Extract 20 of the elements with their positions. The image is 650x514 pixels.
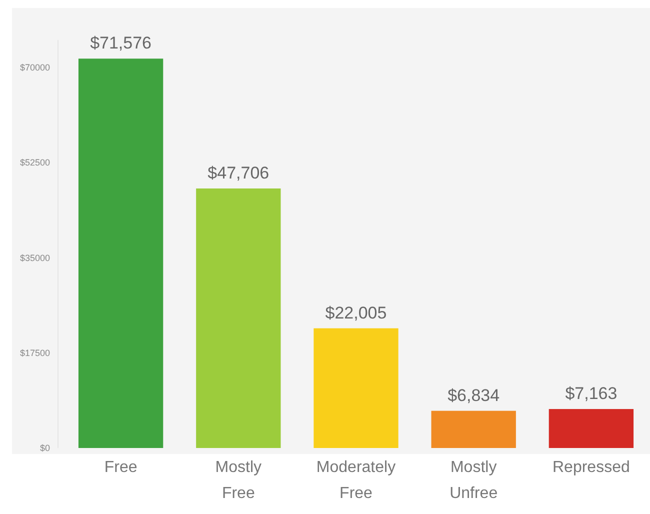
data-label: $22,005 xyxy=(325,303,387,322)
y-tick-label: $52500 xyxy=(20,158,50,168)
bar xyxy=(548,409,634,448)
x-tick-label: Mostly Free xyxy=(215,459,262,502)
data-label: $71,576 xyxy=(90,34,152,53)
bar xyxy=(431,410,516,448)
data-label: $47,706 xyxy=(208,163,270,182)
y-tick-label: $0 xyxy=(40,443,50,454)
x-tick-label: Mostly Unfree xyxy=(450,459,498,502)
y-tick-label: $70000 xyxy=(20,62,50,72)
x-tick-label: Moderately Free xyxy=(316,459,396,502)
data-label: $6,834 xyxy=(448,386,500,405)
bar xyxy=(78,58,164,448)
x-tick-label: Repressed xyxy=(552,459,630,476)
data-label: $7,163 xyxy=(565,384,618,404)
bar xyxy=(196,188,281,448)
x-tick-label: Free xyxy=(104,459,138,476)
bar xyxy=(314,328,398,448)
y-tick-label: $35000 xyxy=(20,252,50,263)
y-tick-label: $17500 xyxy=(20,348,50,358)
